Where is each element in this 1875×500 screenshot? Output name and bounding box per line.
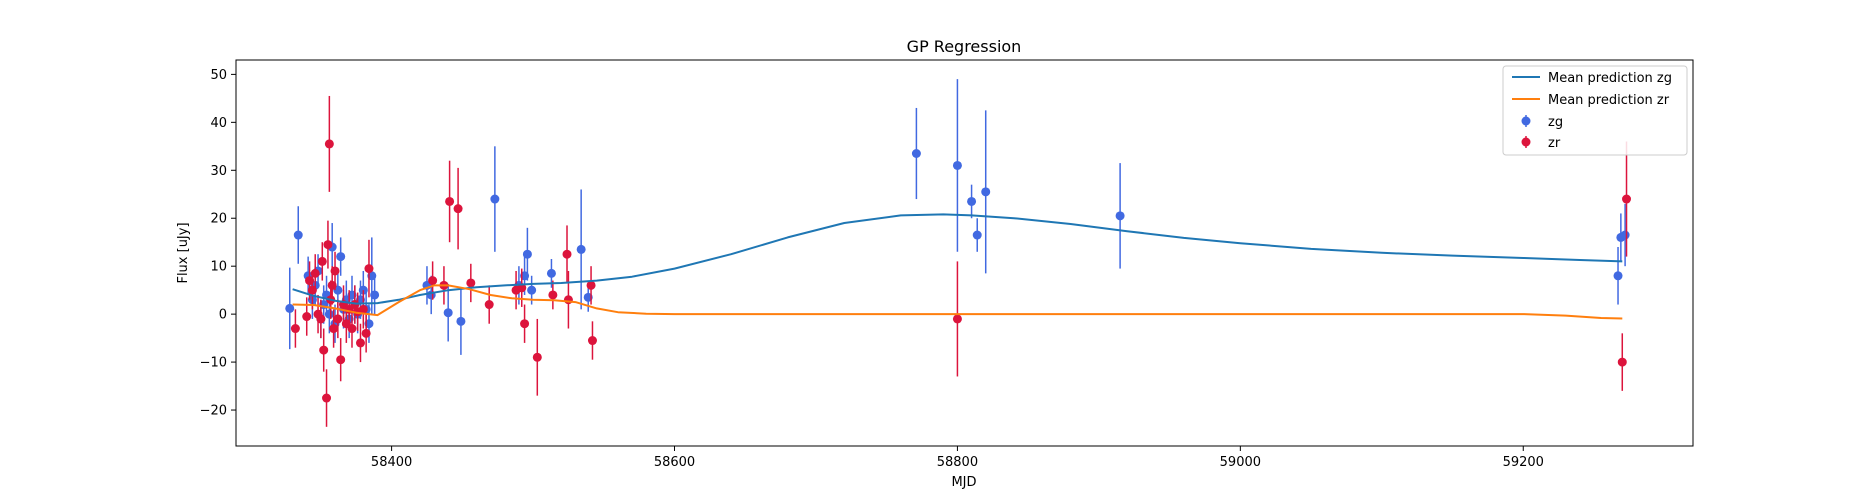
data-point-zr: [1622, 194, 1632, 204]
data-point-zg: [972, 230, 982, 240]
data-point-zr: [445, 196, 455, 206]
y-tick-label: 20: [210, 212, 227, 227]
data-point-zg: [370, 290, 380, 300]
data-point-zr: [290, 324, 300, 334]
data-point-zg: [324, 309, 334, 319]
data-point-zr: [358, 304, 368, 314]
data-point-zr: [329, 324, 339, 334]
data-point-zr: [1617, 357, 1627, 367]
line-mean-prediction-zr: [292, 284, 1623, 320]
data-point-zr: [322, 393, 332, 403]
data-point-zg: [546, 268, 556, 278]
legend-box: [1502, 65, 1688, 156]
y-tick-label: 50: [210, 68, 227, 83]
data-point-zg: [527, 285, 537, 295]
data-point-zr: [310, 268, 320, 278]
data-point-zr: [484, 300, 494, 310]
data-point-zr: [532, 352, 542, 362]
data-point-zg: [490, 194, 500, 204]
legend-swatch-zr-point: [1521, 137, 1531, 147]
data-point-zr: [364, 264, 374, 274]
plot-area: [285, 79, 1632, 427]
legend-label-zr-line: Mean prediction zr: [1548, 93, 1670, 108]
data-point-zg: [911, 149, 921, 159]
data-point-zg: [967, 196, 977, 206]
data-point-zr: [347, 324, 357, 334]
data-point-zr: [330, 266, 340, 276]
axes-frame: [235, 59, 1694, 447]
data-point-zg: [285, 303, 295, 313]
legend-label-zg: zg: [1548, 115, 1563, 130]
data-point-zr: [327, 280, 337, 290]
legend: Mean prediction zg Mean prediction zr zg…: [1502, 65, 1688, 156]
y-axis-ticks: −20 −10 0 10 20 30 40 50: [200, 68, 236, 419]
data-point-zr: [361, 328, 371, 338]
data-point-zr: [562, 249, 572, 259]
data-point-zr: [548, 290, 558, 300]
data-point-zr: [466, 278, 476, 288]
x-tick-label: 59000: [1220, 455, 1261, 470]
data-point-zr: [355, 338, 365, 348]
x-tick-label: 59200: [1503, 455, 1544, 470]
data-point-zr: [305, 276, 315, 286]
x-tick-label: 58400: [371, 455, 412, 470]
data-point-zr: [324, 139, 334, 149]
data-point-zg: [981, 187, 991, 197]
y-axis-label: Flux [uJy]: [176, 222, 191, 283]
data-point-zr: [319, 345, 329, 355]
y-tick-label: 0: [219, 308, 227, 323]
chart-title: GP Regression: [907, 37, 1022, 56]
data-point-zr: [317, 256, 327, 266]
data-point-zg: [443, 308, 453, 318]
data-point-zr: [587, 336, 597, 346]
y-tick-label: 30: [210, 164, 227, 179]
data-point-zr: [336, 355, 346, 365]
y-tick-label: −10: [200, 356, 227, 371]
data-point-zr: [316, 314, 326, 324]
data-point-zr: [333, 314, 343, 324]
data-point-zr: [453, 204, 463, 214]
x-tick-label: 58600: [654, 455, 695, 470]
data-point-zg: [1620, 230, 1630, 240]
data-point-zg: [336, 252, 346, 262]
x-axis-ticks: 58400 58600 58800 59000 59200: [371, 446, 1544, 470]
y-tick-label: 10: [210, 260, 227, 275]
data-point-zg: [1613, 271, 1623, 281]
data-point-zr: [563, 295, 573, 305]
y-tick-label: −20: [200, 404, 227, 419]
data-point-zg: [456, 316, 466, 326]
data-point-zg: [1115, 211, 1125, 221]
data-point-zr: [307, 285, 317, 295]
x-axis-label: MJD: [951, 475, 976, 490]
data-point-zg: [576, 244, 586, 254]
data-point-zg: [952, 160, 962, 170]
data-point-zr: [302, 312, 312, 322]
data-point-zr: [586, 280, 596, 290]
legend-label-zr: zr: [1548, 136, 1561, 151]
data-point-zr: [520, 319, 530, 329]
series-zr: [290, 95, 1632, 427]
data-point-zg: [293, 230, 303, 240]
data-point-zg: [522, 249, 532, 259]
x-tick-label: 58800: [937, 455, 978, 470]
legend-swatch-zg-point: [1521, 116, 1531, 126]
data-point-zr: [952, 314, 962, 324]
legend-label-zg-line: Mean prediction zg: [1548, 71, 1672, 86]
data-point-zr: [323, 240, 333, 250]
y-tick-label: 40: [210, 116, 227, 131]
data-point-zr: [428, 276, 438, 286]
